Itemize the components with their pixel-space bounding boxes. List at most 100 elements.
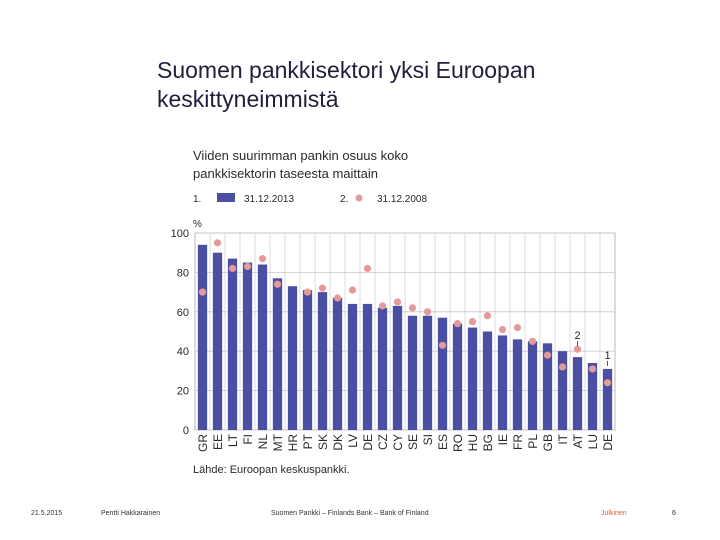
annotation-label: 1: [604, 350, 610, 362]
bar: [377, 307, 388, 430]
x-tick-label: DK: [331, 434, 345, 451]
y-tick-label: 20: [177, 386, 189, 398]
bar: [602, 368, 613, 430]
bar: [227, 258, 238, 430]
slide-title-line-1: Suomen pankkisektori yksi Euroopan: [157, 57, 536, 83]
footer-classification: Julkinen: [601, 510, 627, 517]
dot: [213, 239, 222, 247]
footer-organization: Suomen Pankki – Finlands Bank – Bank of …: [271, 510, 429, 517]
y-tick-label: 0: [183, 425, 189, 437]
bar: [467, 327, 478, 430]
x-tick-label: FR: [511, 434, 525, 450]
bar: [392, 305, 403, 430]
footer-author: Pentti Hakkarainen: [101, 510, 161, 517]
dot: [438, 341, 447, 349]
y-tick-label: 80: [177, 267, 189, 279]
x-tick-label: AT: [571, 433, 585, 448]
footer-date: 21.5.2015: [31, 510, 63, 517]
x-tick-label: LT: [226, 433, 240, 447]
y-tick-label: 60: [177, 307, 189, 319]
bar: [452, 323, 463, 430]
dot: [363, 264, 372, 273]
x-tick-label: CZ: [376, 434, 390, 450]
dot: [258, 255, 267, 263]
x-tick-label: IT: [556, 433, 570, 444]
dot: [243, 262, 252, 271]
dot: [468, 318, 477, 326]
bar: [407, 315, 418, 430]
dot: [198, 288, 207, 296]
dot: [303, 288, 312, 296]
dot: [513, 323, 522, 332]
footer-page-number: 6: [672, 510, 676, 517]
dot: [573, 345, 582, 353]
y-tick-label: 40: [177, 346, 189, 358]
dot: [273, 280, 282, 288]
bar: [527, 341, 538, 430]
dot: [498, 325, 507, 334]
bar: [557, 351, 568, 430]
bar: [317, 292, 328, 430]
bar: [347, 303, 358, 430]
dot: [558, 363, 567, 371]
x-tick-label: PT: [301, 433, 315, 449]
bar: [212, 252, 223, 430]
x-tick-label: HR: [286, 434, 300, 452]
dot: [603, 379, 612, 387]
annotation-label: 2: [574, 330, 580, 342]
dot: [528, 337, 537, 345]
slide-title: Suomen pankkisektori yksi Euroopan keski…: [157, 56, 535, 114]
dot: [453, 320, 462, 328]
dot: [408, 304, 417, 312]
x-tick-label: CY: [391, 434, 405, 451]
legend-label-2008: 31.12.2008: [377, 194, 427, 205]
bar: [437, 317, 448, 430]
y-axis-unit: %: [193, 219, 202, 230]
x-tick-label: HU: [466, 434, 480, 451]
x-tick-label: IE: [496, 434, 510, 445]
chart-title-line-2: pankkisektorin taseesta maittain: [193, 166, 378, 181]
bar: [497, 335, 508, 430]
x-tick-label: ES: [436, 434, 450, 450]
dot: [348, 286, 357, 294]
bar: [572, 357, 583, 430]
bar: [287, 286, 298, 430]
dot: [378, 302, 387, 310]
bar: [332, 298, 343, 430]
bar: [512, 339, 523, 430]
chart-title-line-1: Viiden suurimman pankin osuus koko: [193, 148, 408, 163]
bar: [302, 290, 313, 430]
x-tick-label: SE: [406, 434, 420, 450]
slide-title-line-2: keskittyneimmistä: [157, 86, 339, 112]
x-tick-label: GB: [541, 434, 555, 451]
bar: [422, 315, 433, 430]
dot: [333, 294, 342, 302]
chart-source: Lähde: Euroopan keskuspankki.: [193, 464, 350, 476]
x-tick-label: NL: [256, 434, 270, 450]
dot: [423, 308, 432, 316]
y-tick-label: 100: [171, 228, 189, 240]
dot: [588, 365, 597, 373]
x-tick-label: LU: [586, 434, 600, 449]
legend-swatch-bar: [217, 193, 235, 202]
bar: [197, 244, 208, 430]
x-tick-label: BG: [481, 434, 495, 451]
bar: [542, 343, 553, 430]
dot: [393, 298, 402, 306]
x-tick-label: RO: [451, 434, 465, 452]
x-tick-label: LV: [346, 434, 360, 448]
bar: [257, 264, 268, 430]
bar: [272, 278, 283, 430]
legend-marker-1: 1.: [193, 194, 201, 205]
x-tick-label: FI: [241, 434, 255, 445]
bar: [587, 363, 598, 430]
x-tick-label: GR: [196, 434, 210, 452]
x-tick-label: PL: [526, 434, 540, 449]
dot: [318, 284, 327, 292]
x-tick-label: EE: [211, 434, 225, 450]
dot: [543, 351, 552, 359]
legend-marker-2: 2.: [340, 194, 348, 205]
x-tick-label: DE: [601, 434, 615, 451]
bar: [362, 303, 373, 430]
